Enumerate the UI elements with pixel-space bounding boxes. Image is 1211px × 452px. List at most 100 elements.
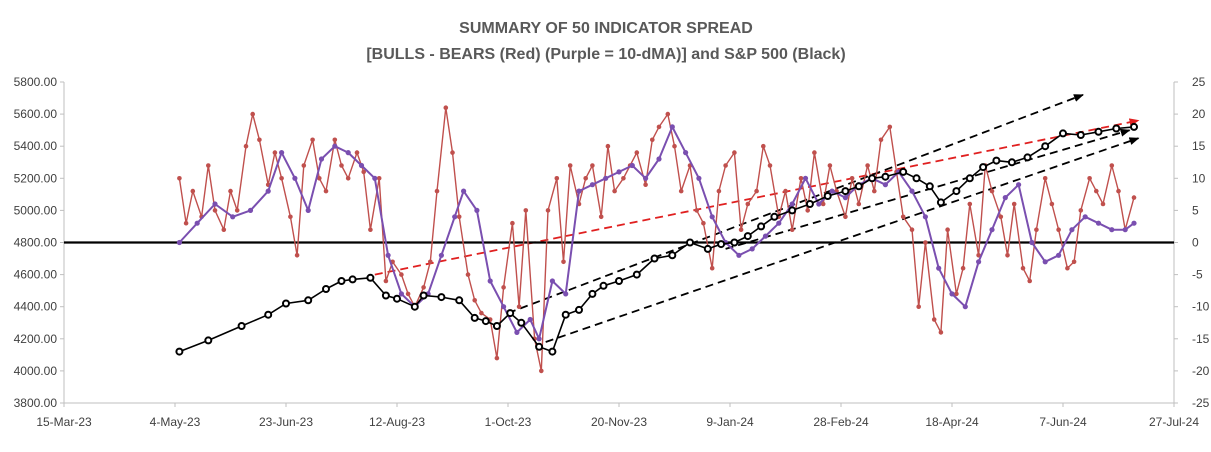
ma10-point — [789, 201, 795, 207]
spread-point — [1071, 259, 1077, 265]
trendlines — [374, 93, 1140, 343]
spread-point — [479, 310, 484, 316]
ma10-point — [514, 329, 520, 335]
sp500-point — [599, 281, 608, 290]
sp500-point — [668, 251, 677, 260]
sp500-point — [588, 289, 597, 298]
chart-title: SUMMARY OF 50 INDICATOR SPREAD — [459, 20, 753, 37]
spread-point — [1078, 208, 1084, 213]
spread-point — [865, 163, 870, 168]
ma10-point — [461, 188, 467, 194]
ma10-point — [501, 304, 507, 310]
spread-point — [805, 208, 810, 213]
sp500-point — [912, 174, 921, 183]
spread-point — [1020, 265, 1026, 271]
spread-point — [294, 253, 300, 258]
y-right-tick-label: -15 — [1192, 332, 1210, 346]
sp500-point — [757, 222, 766, 231]
ma10-point — [802, 175, 809, 181]
spread-point — [605, 143, 611, 149]
axes: 3800.00 4000.00 4200.00 4400.00 4600.00 4800.… — [14, 75, 1210, 429]
sp500-point — [743, 232, 752, 241]
y-right-tick-label: 20 — [1192, 107, 1206, 121]
ma10-point — [936, 265, 942, 271]
ma10-point — [332, 143, 338, 149]
ma10-point — [230, 214, 236, 220]
x-tick-label: 20-Nov-23 — [591, 415, 647, 429]
y-right-tick-label: 15 — [1192, 139, 1206, 153]
spread-point — [428, 259, 433, 265]
y-right-tick-label: 5 — [1192, 203, 1199, 217]
spread-point — [405, 291, 411, 297]
spread-point — [310, 137, 315, 143]
spread-point — [967, 201, 973, 207]
spread-point — [1109, 163, 1115, 168]
ma10-point — [616, 169, 622, 175]
y-left-tick-label: 4800.00 — [14, 236, 58, 250]
chart-subtitle: [BULLS - BEARS (Red) (Purple = 10-dMA)] … — [366, 46, 845, 63]
spread-point — [228, 188, 233, 194]
sp500-point — [881, 172, 890, 181]
y-left-tick-label: 4000.00 — [14, 364, 58, 378]
sp500-point — [805, 200, 814, 208]
ma10-point — [629, 162, 635, 169]
ma10-point — [563, 291, 569, 297]
spread-point — [272, 150, 278, 155]
ma10-point — [536, 336, 542, 342]
spread-point — [332, 137, 338, 143]
sp500-point — [615, 277, 623, 285]
ma10-point — [527, 316, 533, 323]
ma10-point — [1131, 220, 1137, 226]
ma10-point — [279, 150, 285, 156]
spread-point — [1065, 265, 1070, 271]
ma10-point — [549, 278, 556, 284]
ma10-line — [178, 125, 1135, 340]
x-tick-label: 4-May-23 — [150, 415, 201, 429]
spread-point — [383, 278, 389, 284]
ma10-point — [589, 182, 596, 188]
spread-point — [1094, 188, 1099, 194]
spread-point — [1005, 253, 1010, 258]
spread-point — [945, 227, 950, 232]
series — [64, 105, 1174, 374]
spread-point — [678, 188, 684, 194]
sp500-point — [419, 291, 428, 300]
ma10-point — [1056, 252, 1062, 258]
spread-point — [1034, 227, 1039, 232]
spread-point — [621, 176, 626, 181]
ma10-point — [194, 220, 200, 226]
y-left-tick-label: 4400.00 — [14, 300, 58, 314]
spread-point — [709, 265, 715, 271]
spread-point — [561, 259, 566, 265]
spread-point — [827, 163, 833, 168]
spread-point — [761, 143, 766, 149]
ma10-point — [976, 259, 982, 265]
ma10-point — [1109, 227, 1115, 233]
spread-point — [421, 285, 426, 290]
spread-point — [257, 137, 262, 143]
ma10-point — [345, 150, 351, 156]
spread-point — [1087, 176, 1092, 181]
spread-point — [1131, 195, 1137, 200]
sp500-point — [410, 302, 419, 311]
sp500-point — [899, 167, 908, 176]
ma10-point — [292, 175, 298, 181]
spread-point — [399, 272, 404, 277]
ma10-point — [656, 156, 662, 162]
sp500-point — [548, 347, 557, 356]
spread-point — [368, 227, 373, 232]
spread-point — [317, 176, 322, 181]
sp500-point — [455, 296, 464, 305]
y-left-tick-label: 5800.00 — [14, 75, 58, 89]
spread-point — [856, 201, 862, 207]
y-right-tick-label: -5 — [1192, 268, 1203, 282]
ma10-point — [842, 195, 849, 201]
ma10-point — [474, 207, 480, 213]
spread-point — [494, 355, 500, 361]
x-tick-label: 7-Jun-24 — [1039, 415, 1087, 429]
ma10-point — [487, 278, 493, 284]
x-tick-label: 9-Jan-24 — [706, 415, 754, 429]
spread-point — [1011, 201, 1017, 207]
ma10-point — [576, 188, 582, 194]
